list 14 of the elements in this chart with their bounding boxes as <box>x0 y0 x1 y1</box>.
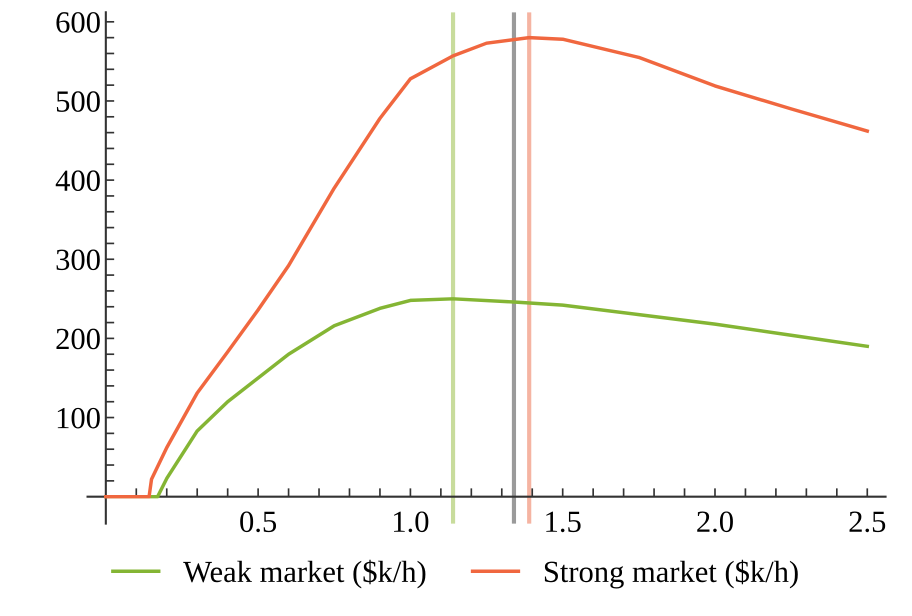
y-tick-label: 300 <box>56 250 100 270</box>
y-tick-label: 500 <box>56 91 100 112</box>
x-tick-label: 1.0 <box>394 511 428 532</box>
y-tick-label: 400 <box>56 170 100 192</box>
x-tick-label: 2.0 <box>697 511 733 532</box>
legend-label: Weak market ($k/h) <box>183 560 426 588</box>
line-series <box>104 36 870 498</box>
y-tick-label: 600 <box>56 12 100 33</box>
x-tick-label: 0.5 <box>240 511 276 532</box>
y-tick-label: 100 <box>58 408 100 428</box>
x-tick-label: 2.5 <box>850 512 886 532</box>
x-tick-label: 1.5 <box>546 512 581 532</box>
y-tick-label: 200 <box>56 328 100 350</box>
legend-label: Strong market ($k/h) <box>544 560 798 588</box>
